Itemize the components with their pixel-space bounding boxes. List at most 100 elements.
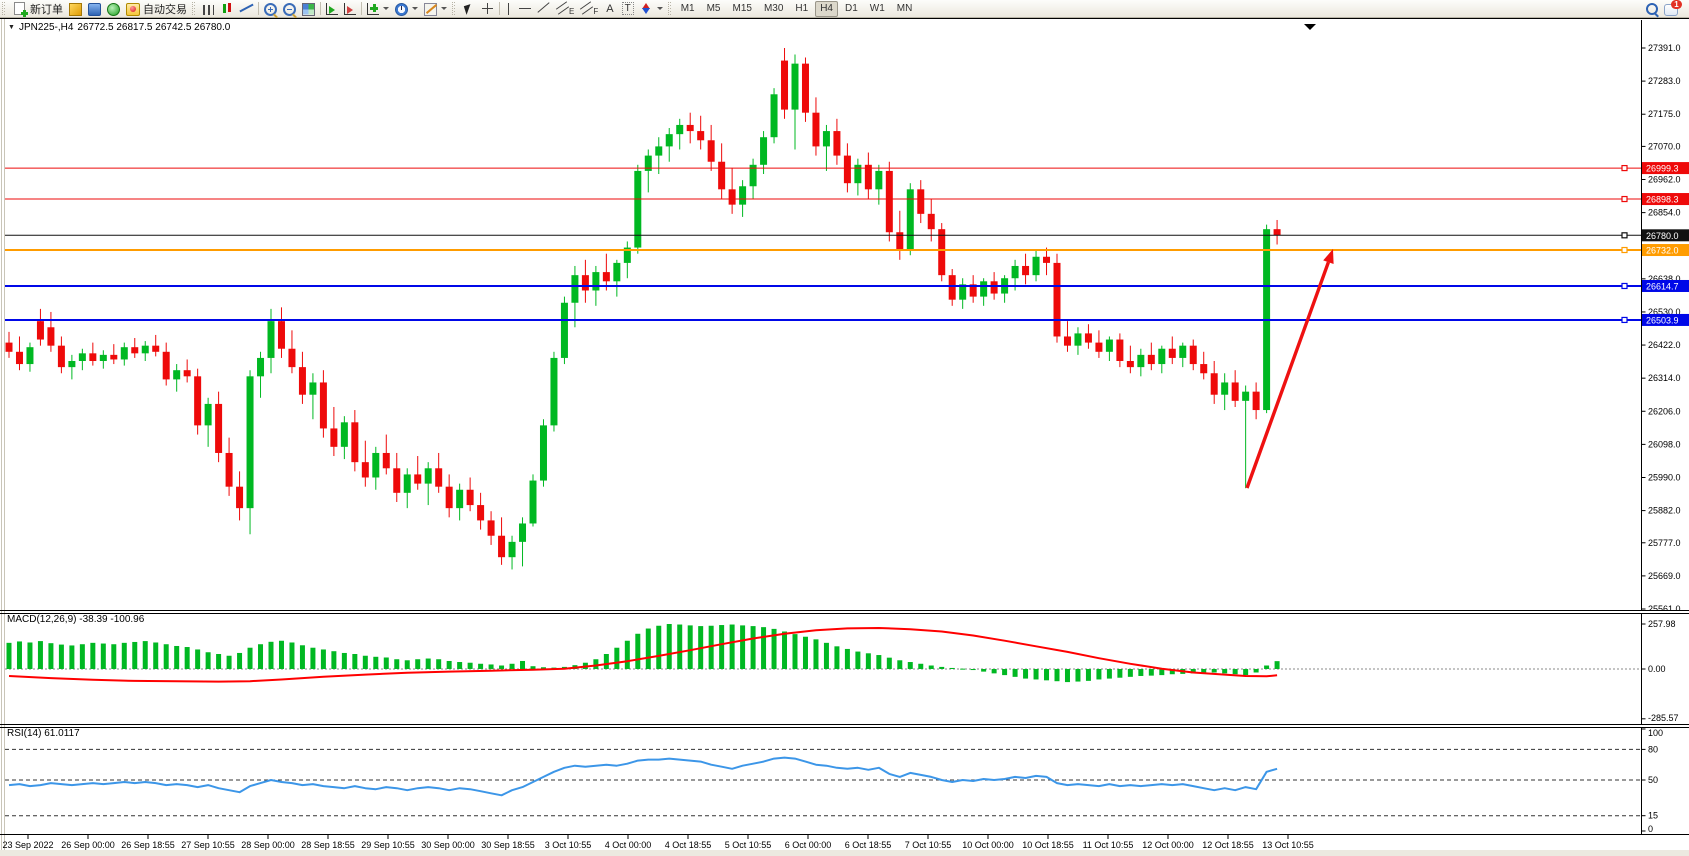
zoom-out-icon <box>283 2 296 16</box>
candle-body <box>665 134 673 147</box>
search-button[interactable] <box>1643 1 1661 16</box>
collapse-chart-icon[interactable]: ▼ <box>8 24 15 31</box>
line-handle <box>1621 195 1628 203</box>
macd-histogram-bar <box>960 668 966 670</box>
horizontal-level-line[interactable] <box>5 195 1641 203</box>
text-button[interactable]: A <box>601 1 618 16</box>
macd-histogram-bar <box>268 641 274 669</box>
horizontal-level-line[interactable] <box>5 316 1641 324</box>
time-tick-label: 23 Sep 2022 <box>2 840 53 850</box>
equidistant-channel-button[interactable]: E <box>553 1 577 16</box>
price-tick-label: 25882.0 <box>1648 506 1681 516</box>
trend-arrow[interactable] <box>1245 249 1334 489</box>
timeframe-w1-button[interactable]: W1 <box>869 2 885 14</box>
toolbar-grip[interactable] <box>667 2 673 15</box>
horizontal-level-line[interactable] <box>5 164 1641 172</box>
text-label-button[interactable]: T <box>619 1 637 16</box>
cursor-button[interactable] <box>459 1 478 16</box>
candle-body <box>1200 364 1208 374</box>
candle-body <box>634 170 642 248</box>
timeframe-d1-button[interactable]: D1 <box>845 2 858 14</box>
time-axis[interactable]: 23 Sep 2022 26 Sep 00:00 26 Sep 18:55 27 Se… <box>0 835 1689 850</box>
candlestick-chart-button[interactable] <box>218 1 237 16</box>
timeframe-m30-button[interactable]: M30 <box>763 2 784 14</box>
chart-shift-button[interactable] <box>341 1 359 16</box>
timeframe-m15-button[interactable]: M15 <box>732 2 752 14</box>
time-tick-label: 29 Sep 10:55 <box>361 840 415 850</box>
new-order-button[interactable]: 新订单 <box>9 1 66 17</box>
candle-body <box>959 284 967 300</box>
candle-body <box>529 480 537 524</box>
macd-histogram-bar <box>478 663 484 669</box>
toolbar-grip[interactable] <box>452 2 457 15</box>
macd-histogram-bar <box>886 657 892 669</box>
horizontal-level-line[interactable] <box>5 246 1641 254</box>
chart-title[interactable]: ▼ JPN225-,H4 26772.5 26817.5 26742.5 267… <box>8 22 230 33</box>
candle-body <box>676 124 684 135</box>
time-tick-label: 4 Oct 18:55 <box>665 840 712 850</box>
tile-windows-button[interactable] <box>299 1 318 16</box>
candle-body <box>1011 265 1019 279</box>
macd-histogram-bar <box>90 642 96 669</box>
zoom-in-button[interactable] <box>261 1 280 16</box>
navigator-button[interactable] <box>104 1 123 16</box>
macd-histogram-bar <box>708 625 714 669</box>
candle-body <box>372 452 380 478</box>
horizontal-level-line[interactable] <box>5 232 1641 239</box>
horizontal-level-line[interactable] <box>5 282 1641 290</box>
macd-histogram-bar <box>530 666 536 669</box>
data-window-button[interactable] <box>85 1 104 16</box>
candle-body <box>1252 391 1260 411</box>
macd-histogram-bar <box>509 663 515 669</box>
rsi-panel-canvas[interactable]: 100 80 50 15 0 <box>0 727 1689 835</box>
horizontal-line-button[interactable] <box>515 1 534 16</box>
candle-body <box>1210 373 1218 395</box>
macd-indicator-label[interactable]: MACD(12,26,9) -38.39 -100.96 <box>7 614 144 625</box>
price-badge-label: 26898.3 <box>1646 195 1679 205</box>
timeframe-h1-button[interactable]: H1 <box>795 2 809 14</box>
zoom-out-button[interactable] <box>280 1 299 16</box>
vertical-line-button[interactable] <box>502 1 515 16</box>
macd-histogram-bar <box>1211 669 1217 673</box>
autotrading-label: 自动交易 <box>143 3 187 16</box>
time-tick-label: 4 Oct 00:00 <box>605 840 652 850</box>
timeframe-h4-button[interactable]: H4 <box>815 0 838 17</box>
candle-body <box>980 281 988 297</box>
candle-body <box>477 505 485 521</box>
auto-scroll-button[interactable] <box>323 1 341 16</box>
price-badge-label: 26732.0 <box>1646 246 1679 256</box>
toolbar-grip[interactable] <box>2 2 7 15</box>
candle-body <box>707 140 715 162</box>
price-badge-label: 26503.9 <box>1646 315 1679 325</box>
chat-button[interactable]: 1 <box>1661 0 1682 16</box>
crosshair-button[interactable] <box>478 1 497 16</box>
time-tick-label: 26 Sep 00:00 <box>61 840 115 850</box>
macd-histogram-bar <box>383 657 389 669</box>
market-watch-button[interactable] <box>66 1 85 16</box>
trendline-button[interactable] <box>534 1 553 16</box>
arrows-button[interactable] <box>637 1 666 16</box>
autotrading-button[interactable]: 自动交易 <box>123 1 190 16</box>
candle-body <box>330 428 338 447</box>
macd-histogram-bar <box>844 648 850 669</box>
timeframe-mn-button[interactable]: MN <box>896 2 913 14</box>
bar-chart-button[interactable] <box>199 1 218 16</box>
timeframe-m1-button[interactable]: M1 <box>680 2 695 14</box>
fibonacci-button[interactable]: F <box>577 1 601 16</box>
macd-histogram-bar <box>1222 669 1228 674</box>
periods-button[interactable] <box>392 1 421 16</box>
candle-body <box>948 275 956 300</box>
panel-left-grip[interactable] <box>0 19 5 850</box>
indicators-button[interactable] <box>364 1 392 16</box>
price-tick-label: 26854.0 <box>1648 208 1681 218</box>
toolbar-grip[interactable] <box>192 2 197 15</box>
line-chart-button[interactable] <box>237 1 256 16</box>
macd-panel-canvas[interactable]: 257.98 0.00 -285.57 <box>0 613 1689 725</box>
main-chart-canvas[interactable]: 27391.0 27283.0 27175.0 27070.0 26962.0 26854… <box>0 20 1689 611</box>
crosshair-icon <box>481 2 494 15</box>
templates-button[interactable] <box>421 1 450 16</box>
timeframe-m5-button[interactable]: M5 <box>706 2 721 14</box>
candle-body <box>896 232 904 251</box>
rsi-indicator-label[interactable]: RSI(14) 61.0117 <box>7 728 80 739</box>
candle-body <box>424 468 432 484</box>
